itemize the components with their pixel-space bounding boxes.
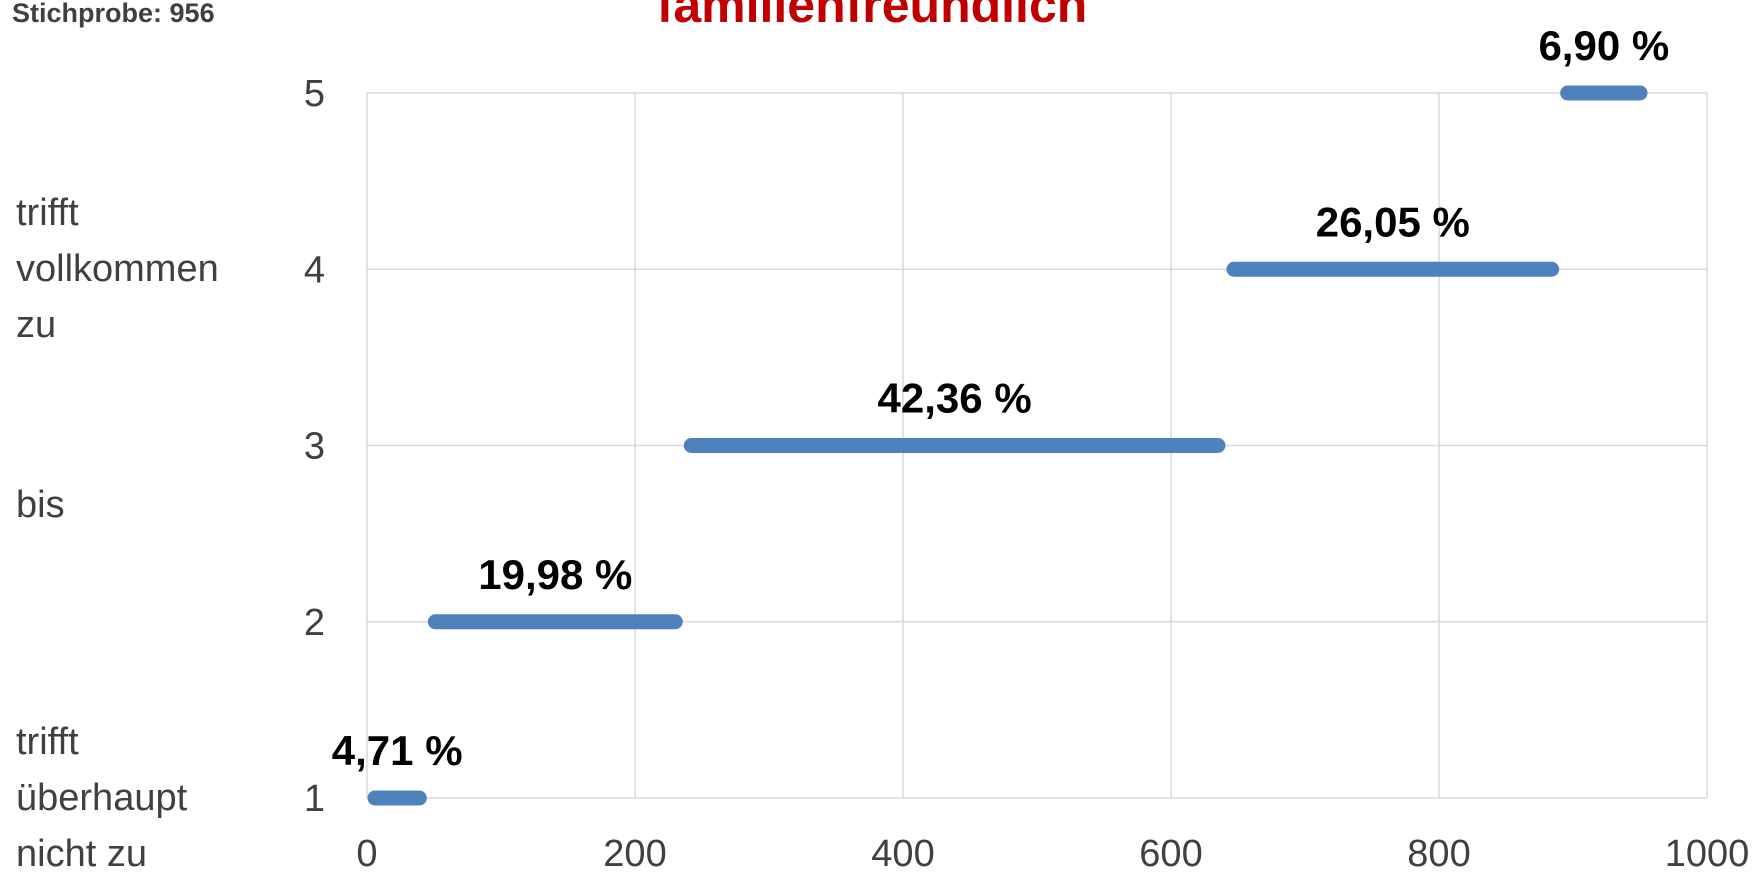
x-tick-label: 1000: [1665, 833, 1750, 875]
side-label: bis: [16, 484, 65, 527]
x-tick-label: 400: [871, 833, 934, 875]
value-label: 6,90 %: [1538, 22, 1669, 69]
value-label: 19,98 %: [478, 551, 632, 598]
sample-label: Stichprobe: 956: [12, 0, 215, 28]
sample-size: 956: [170, 0, 215, 28]
side-label: trifft überhaupt nicht zu: [16, 721, 188, 875]
x-tick-label: 600: [1139, 833, 1202, 875]
y-tick-label: 3: [304, 426, 325, 468]
y-tick-label: 2: [304, 602, 325, 644]
value-label: 4,71 %: [332, 727, 463, 774]
chart-title: familienfreundlich: [657, 0, 1088, 33]
y-tick-label: 5: [304, 73, 325, 115]
value-label: 42,36 %: [878, 375, 1032, 422]
x-tick-label: 800: [1407, 833, 1470, 875]
side-label: trifft vollkommen zu: [16, 192, 219, 347]
y-tick-label: 4: [304, 249, 325, 291]
value-label: 26,05 %: [1316, 198, 1470, 245]
y-tick-label: 1: [304, 778, 325, 820]
subtitle: Stichprobe:: [12, 0, 162, 28]
x-tick-label: 0: [356, 833, 377, 875]
x-tick-label: 200: [603, 833, 666, 875]
